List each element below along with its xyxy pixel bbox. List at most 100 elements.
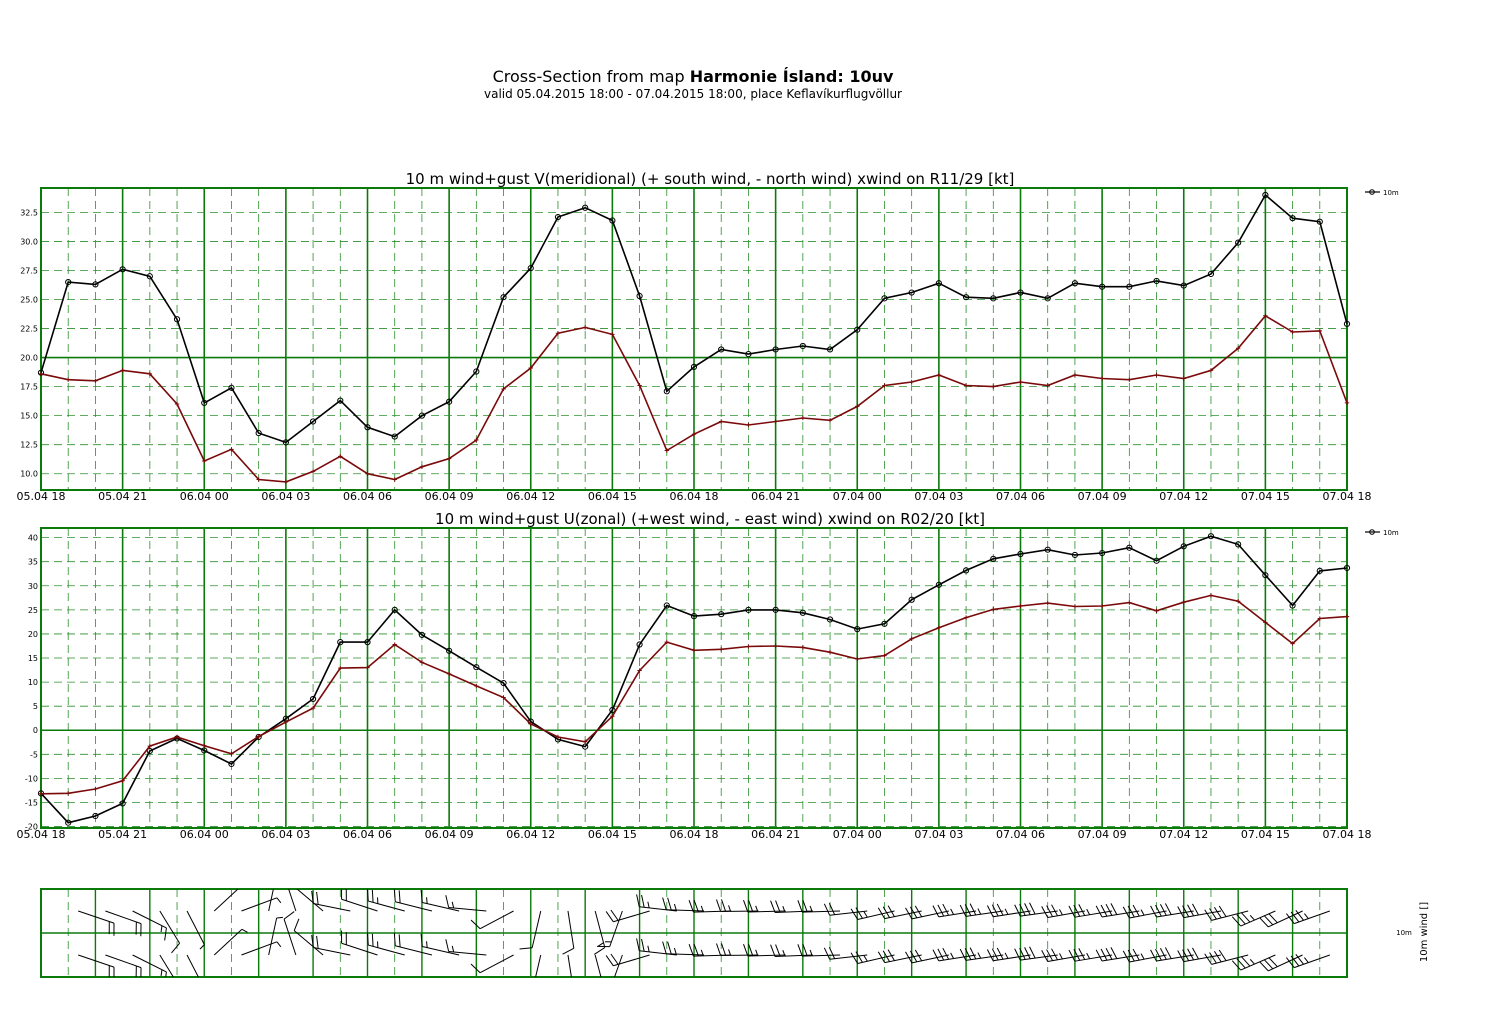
wind-barb-shaft	[857, 954, 895, 964]
wind-barb-feather	[914, 949, 923, 962]
wind-barb-feather	[887, 905, 895, 917]
wind-barb-shaft	[1293, 954, 1330, 969]
data-point-wind	[1071, 551, 1079, 559]
wind-barb-feather	[420, 933, 423, 947]
y-tick-label: 32.5	[20, 208, 38, 217]
wind-barb-feather	[1155, 904, 1162, 917]
wind-barb-feather	[1187, 904, 1195, 917]
wind-barb-shaft	[1129, 910, 1167, 919]
data-point-gust	[147, 743, 153, 749]
title-prefix: Cross-Section from map	[492, 67, 690, 86]
wind-barb-feather	[748, 899, 754, 913]
wind-barb-feather	[1100, 948, 1108, 961]
wind-barb-feather	[969, 903, 977, 916]
chart-title-1: 10 m wind+gust U(zonal) (+west wind, - e…	[435, 510, 985, 528]
wind-barb-feather	[959, 904, 967, 917]
data-point-wind	[1207, 533, 1215, 540]
y-tick-label: 10	[28, 678, 38, 687]
x-tick-label: 07.04 03	[914, 828, 963, 841]
data-point-gust	[1154, 372, 1159, 378]
y-tick-label: 25	[28, 606, 38, 615]
y-tick-label: 25.0	[20, 296, 38, 305]
wind-barb-feather	[470, 963, 481, 974]
data-point-gust	[1181, 376, 1186, 381]
data-point-gust	[310, 469, 316, 474]
data-point-gust	[909, 379, 914, 385]
x-tick-label: 06.04 15	[588, 490, 637, 503]
data-point-wind	[799, 342, 806, 350]
wind-barb-feather	[641, 894, 645, 908]
x-tick-label: 06.04 12	[506, 828, 555, 841]
wind-barb-feather	[1132, 948, 1140, 961]
data-point-wind	[309, 418, 317, 425]
wind-barb-feather	[775, 944, 781, 957]
wind-barb-shaft	[313, 947, 351, 956]
x-tick-label: 07.04 09	[1078, 828, 1127, 841]
data-point-gust	[147, 371, 153, 377]
wind-barb-shaft	[395, 945, 433, 956]
title-bold: Harmonie Ísland: 10uv	[689, 67, 894, 86]
wind-barb-feather	[748, 943, 754, 957]
wind-barb-feather	[1122, 950, 1130, 963]
wind-barb-shaft	[938, 954, 977, 962]
data-point-gust	[1317, 328, 1322, 334]
wind-barb-feather	[991, 904, 999, 917]
data-point-gust	[392, 477, 397, 482]
wind-barb-feather	[770, 944, 776, 957]
data-point-wind	[391, 433, 398, 440]
wind-barb-shaft	[614, 954, 623, 977]
wind-barb-feather	[1209, 908, 1217, 920]
wind-barb-feather	[688, 944, 694, 957]
x-tick-label: 07.04 06	[996, 490, 1045, 503]
wind-barb-half-feather	[950, 908, 955, 915]
data-point-gust	[38, 791, 44, 797]
data-point-wind	[1316, 218, 1323, 225]
data-point-wind	[173, 316, 181, 323]
wind-barb-feather	[1164, 947, 1172, 959]
data-point-gust	[474, 683, 479, 689]
data-point-wind	[418, 631, 426, 639]
wind-barb-shaft	[448, 951, 487, 956]
wind-barb-feather	[1182, 905, 1190, 918]
wind-barb-feather	[610, 953, 619, 965]
data-point-gust	[855, 404, 860, 409]
wind-barb-feather	[445, 939, 450, 952]
data-point-wind	[228, 760, 235, 768]
data-point-gust	[1317, 616, 1322, 621]
wind-barb-feather	[802, 899, 808, 913]
y-tick-label: 27.5	[20, 266, 38, 275]
wind-barb-feather	[996, 903, 1004, 916]
chart-title-0: 10 m wind+gust V(meridional) (+ south wi…	[406, 170, 1015, 188]
wind-barb-shaft	[479, 910, 514, 930]
wind-barb-feather	[520, 992, 533, 993]
wind-barb-feather	[1192, 903, 1199, 916]
wind-barb-feather	[519, 947, 533, 950]
wind-barb-feather	[398, 890, 401, 904]
data-point-gust	[310, 705, 316, 711]
wind-barb-half-feather	[1004, 908, 1009, 915]
wind-barb-shaft	[448, 907, 487, 912]
wind-barb-feather	[316, 891, 319, 905]
x-tick-label: 07.04 15	[1241, 828, 1290, 841]
wind-barb-half-feather	[426, 897, 428, 904]
wind-barb-feather	[743, 944, 749, 957]
wind-barb-feather	[986, 949, 994, 961]
wind-barb-feather	[1204, 953, 1212, 965]
data-point-gust	[338, 665, 343, 671]
wind-barb-feather	[420, 889, 423, 903]
wind-barb-shaft	[829, 954, 868, 960]
legend-1	[1365, 529, 1380, 535]
data-point-gust	[991, 607, 996, 612]
data-point-wind	[500, 294, 507, 301]
y-tick-label: -5	[30, 750, 38, 759]
wind-barb-feather	[964, 904, 972, 916]
wind-barb-feather	[823, 947, 831, 960]
wind-barb-shaft	[857, 910, 895, 920]
data-point-gust	[1127, 377, 1132, 382]
data-point-wind	[609, 217, 616, 224]
wind-barb-feather	[1019, 947, 1026, 960]
data-point-wind	[799, 609, 806, 616]
data-point-gust	[38, 371, 44, 377]
wind-barb-feather	[1110, 947, 1118, 959]
